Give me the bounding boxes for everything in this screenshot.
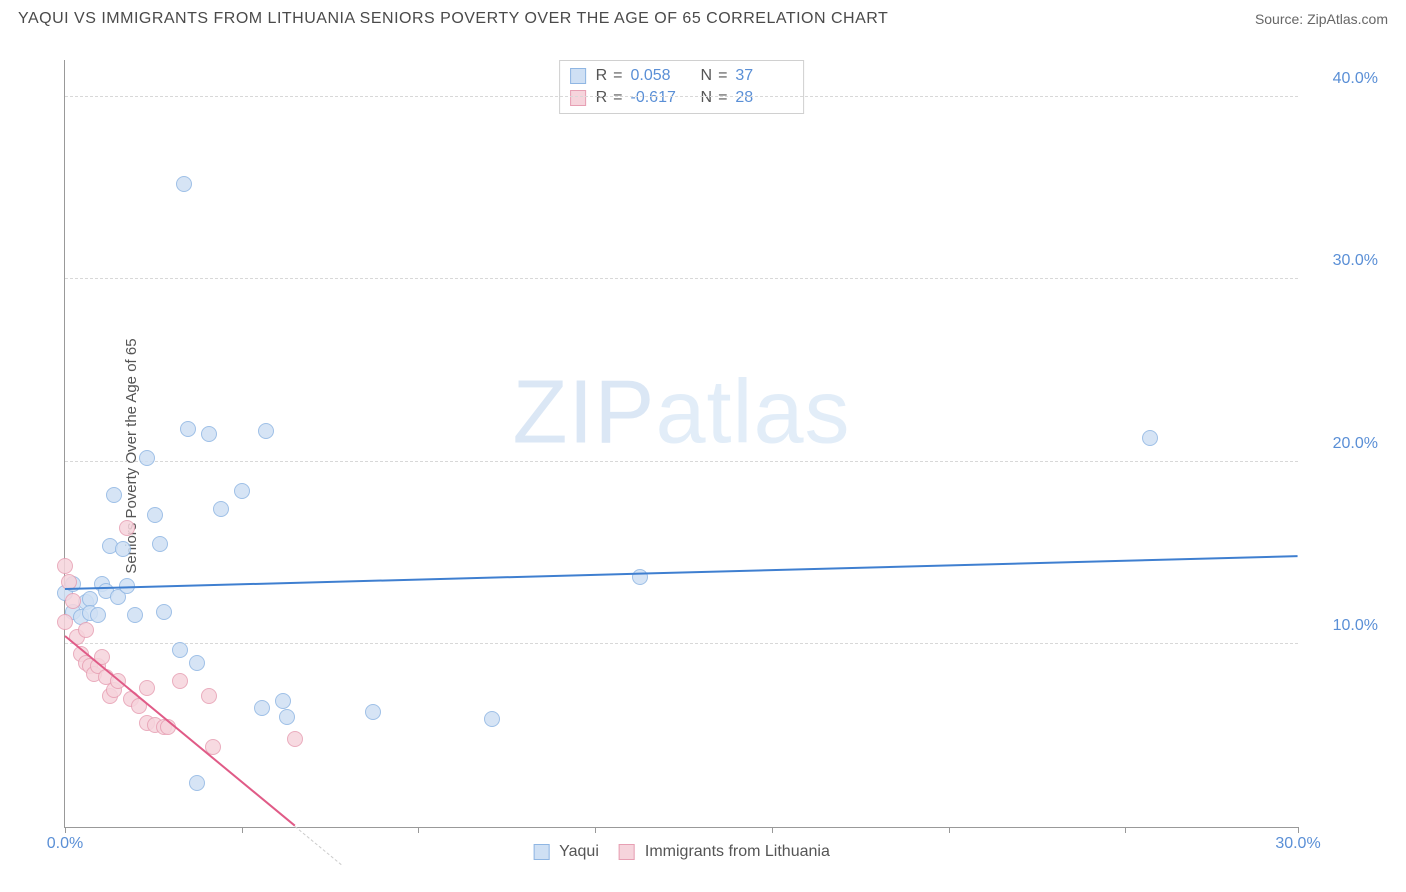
series-legend: Yaqui Immigrants from Lithuania [533, 843, 830, 861]
legend-item: Immigrants from Lithuania [619, 843, 830, 861]
n-value: 37 [733, 65, 789, 87]
data-point [201, 688, 217, 704]
data-point [139, 680, 155, 696]
watermark: ZIPatlas [512, 361, 850, 464]
data-point [254, 700, 270, 716]
legend-row: R=-0.617N=28 [570, 87, 790, 109]
data-point [234, 483, 250, 499]
data-point [57, 614, 73, 630]
r-label: R [596, 65, 608, 87]
legend-label: Immigrants from Lithuania [645, 843, 830, 861]
gridline [65, 461, 1298, 462]
plot-region: ZIPatlas R=0.058N=37R=-0.617N=28 YaquiIm… [64, 60, 1298, 828]
x-tick-mark [772, 827, 773, 833]
data-point [78, 622, 94, 638]
x-tick-mark [1298, 827, 1299, 833]
source-label: Source: [1255, 11, 1303, 27]
y-tick-label: 30.0% [1308, 252, 1378, 270]
data-point [275, 693, 291, 709]
equals: = [613, 65, 622, 87]
source-link[interactable]: ZipAtlas.com [1307, 11, 1388, 27]
data-point [115, 541, 131, 557]
trend-line [65, 555, 1298, 590]
data-point [119, 520, 135, 536]
n-label: N [701, 65, 713, 87]
data-point [176, 176, 192, 192]
data-point [156, 604, 172, 620]
data-point [279, 709, 295, 725]
r-label: R [596, 87, 608, 109]
gridline [65, 643, 1298, 644]
trend-extension [295, 826, 342, 865]
watermark-text-a: ZIP [512, 362, 655, 462]
data-point [65, 593, 81, 609]
data-point [90, 607, 106, 623]
r-value: 0.058 [629, 65, 685, 87]
y-tick-label: 10.0% [1308, 617, 1378, 635]
n-label: N [701, 87, 713, 109]
data-point [201, 426, 217, 442]
legend-item: Yaqui [533, 843, 599, 861]
equals: = [718, 65, 727, 87]
data-point [172, 673, 188, 689]
x-tick-label: 0.0% [47, 835, 83, 853]
chart-title: YAQUI VS IMMIGRANTS FROM LITHUANIA SENIO… [18, 10, 888, 28]
data-point [189, 655, 205, 671]
equals: = [718, 87, 727, 109]
data-point [1142, 430, 1158, 446]
x-tick-label: 30.0% [1275, 835, 1320, 853]
data-point [287, 731, 303, 747]
data-point [189, 775, 205, 791]
x-tick-mark [65, 827, 66, 833]
watermark-text-b: atlas [655, 362, 850, 462]
chart-area: Seniors Poverty Over the Age of 65 ZIPat… [18, 48, 1388, 864]
data-point [82, 591, 98, 607]
x-tick-mark [418, 827, 419, 833]
x-tick-mark [949, 827, 950, 833]
y-tick-label: 40.0% [1308, 70, 1378, 88]
trend-line [64, 635, 295, 826]
data-point [258, 423, 274, 439]
correlation-legend: R=0.058N=37R=-0.617N=28 [559, 60, 805, 114]
data-point [365, 704, 381, 720]
data-point [57, 558, 73, 574]
data-point [180, 421, 196, 437]
y-tick-label: 20.0% [1308, 435, 1378, 453]
r-value: -0.617 [629, 87, 685, 109]
legend-swatch [533, 844, 549, 860]
gridline [65, 278, 1298, 279]
x-tick-mark [595, 827, 596, 833]
legend-swatch [570, 90, 586, 106]
source-attribution: Source: ZipAtlas.com [1255, 11, 1388, 27]
legend-swatch [570, 68, 586, 84]
data-point [147, 507, 163, 523]
data-point [152, 536, 168, 552]
x-tick-mark [1125, 827, 1126, 833]
equals: = [613, 87, 622, 109]
legend-row: R=0.058N=37 [570, 65, 790, 87]
legend-swatch [619, 844, 635, 860]
legend-label: Yaqui [559, 843, 599, 861]
x-tick-mark [242, 827, 243, 833]
data-point [127, 607, 143, 623]
data-point [484, 711, 500, 727]
data-point [139, 450, 155, 466]
data-point [172, 642, 188, 658]
data-point [106, 487, 122, 503]
gridline [65, 96, 1298, 97]
data-point [213, 501, 229, 517]
data-point [632, 569, 648, 585]
n-value: 28 [733, 87, 789, 109]
header: YAQUI VS IMMIGRANTS FROM LITHUANIA SENIO… [0, 0, 1406, 34]
